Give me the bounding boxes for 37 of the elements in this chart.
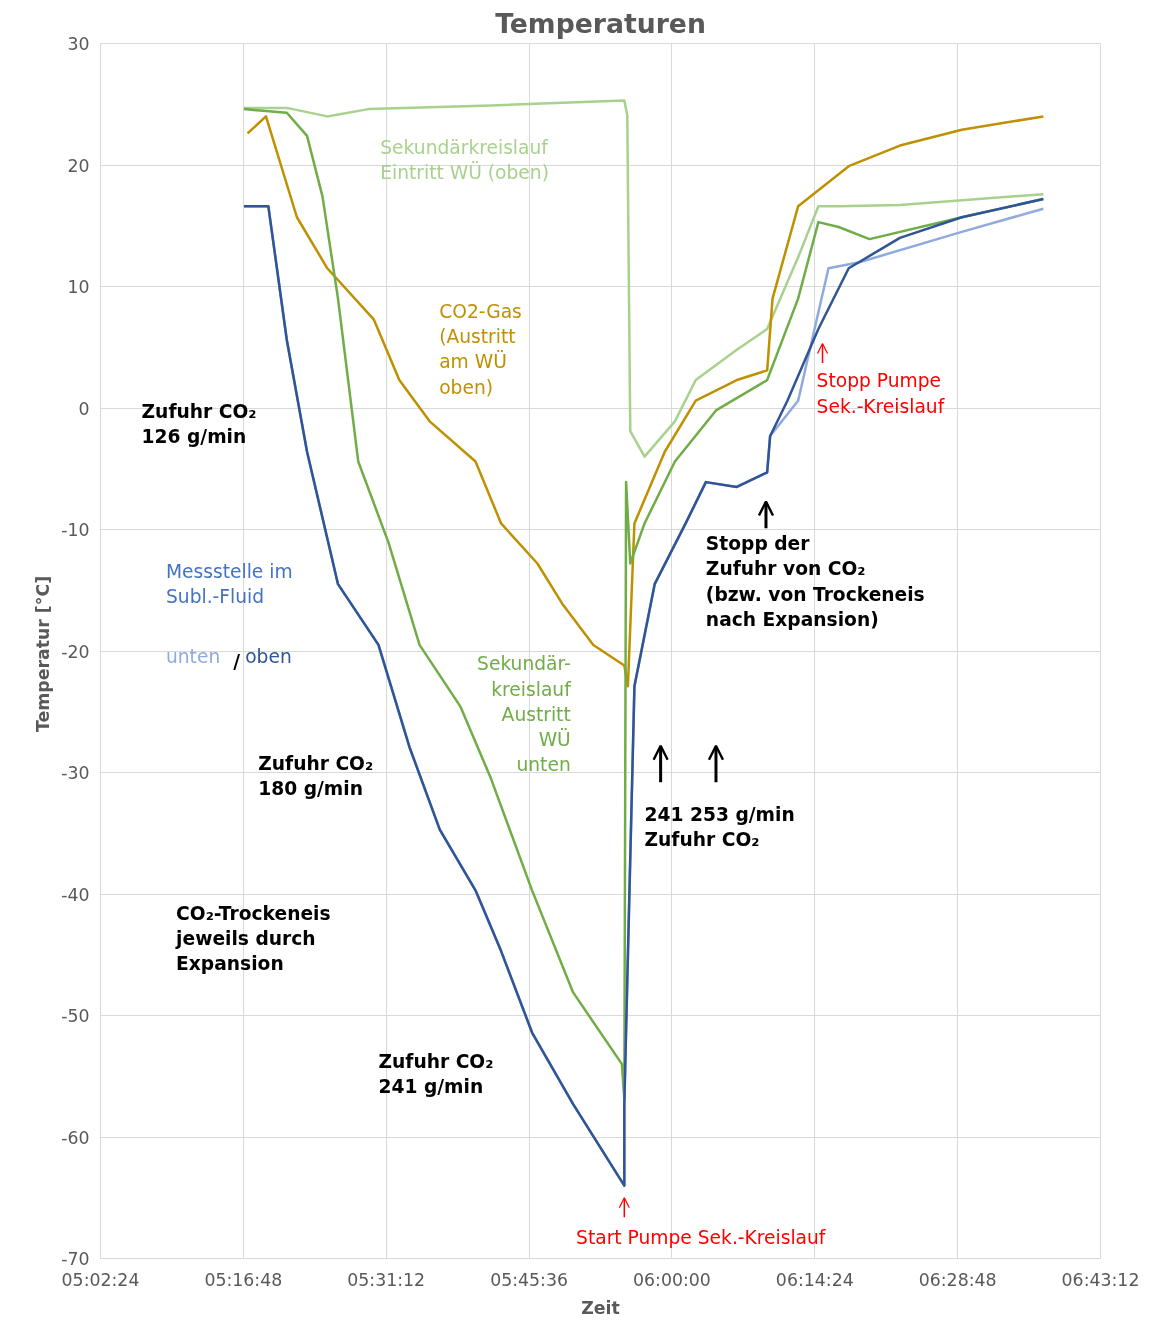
annotation: Stopp Pumpe Sek.-Kreislauf [816, 370, 945, 417]
annotation: Start Pumpe Sek.-Kreislauf [576, 1226, 826, 1248]
x-tick-label: 05:16:48 [204, 1269, 283, 1290]
x-tick-label: 05:02:24 [61, 1269, 140, 1290]
y-tick-label: -10 [61, 520, 90, 540]
y-tick-label: 20 [67, 155, 90, 176]
x-tick-label: 06:28:48 [918, 1269, 997, 1290]
annotation: Zufuhr CO₂ 126 g/min [141, 400, 257, 447]
annotation: CO₂-Trockeneis jeweils durch Expansion [175, 902, 331, 974]
annotation: Zufuhr CO₂ 180 g/min [258, 753, 374, 800]
annotation: Messstelle im Subl.-Fluid [165, 561, 293, 608]
y-tick-label: -30 [61, 763, 90, 783]
y-tick-label: -50 [61, 1006, 90, 1026]
annotation: / [233, 651, 241, 672]
x-tick-label: 06:14:24 [775, 1269, 854, 1290]
x-tick-label: 05:31:12 [347, 1269, 426, 1290]
y-tick-label: -20 [61, 641, 90, 662]
series-label: Sekundärkreislauf Eintritt WÜ (oben) [380, 137, 549, 184]
series-label: Sekundär- kreislauf Austritt WÜ unten [477, 653, 572, 776]
chart-title: Temperaturen [495, 7, 706, 39]
text: oben [245, 646, 292, 668]
annotation: Zufuhr CO₂ 241 g/min [378, 1050, 494, 1097]
annotation: 241 253 g/min Zufuhr CO₂ [644, 804, 795, 851]
y-tick-label: 30 [67, 34, 90, 54]
x-tick-label: 06:43:12 [1061, 1269, 1140, 1290]
y-tick-label: -60 [61, 1127, 90, 1148]
y-axis-title: Temperatur [°C] [33, 575, 54, 733]
text: unten [165, 646, 221, 668]
annotation: Stopp der Zufuhr von CO₂ (bzw. von Trockeneis nach Expansion) [705, 533, 925, 630]
y-tick-label: -40 [61, 884, 90, 905]
y-tick-label: -70 [61, 1249, 90, 1269]
x-tick-label: 05:45:36 [490, 1269, 568, 1290]
series-label: CO2-Gas (Austritt am WÜ oben) [439, 301, 522, 398]
y-tick-label: 0 [78, 398, 90, 419]
x-axis-title: Zeit [581, 1297, 620, 1318]
y-tick-label: 10 [67, 277, 90, 297]
x-tick-label: 06:00:00 [633, 1269, 711, 1290]
